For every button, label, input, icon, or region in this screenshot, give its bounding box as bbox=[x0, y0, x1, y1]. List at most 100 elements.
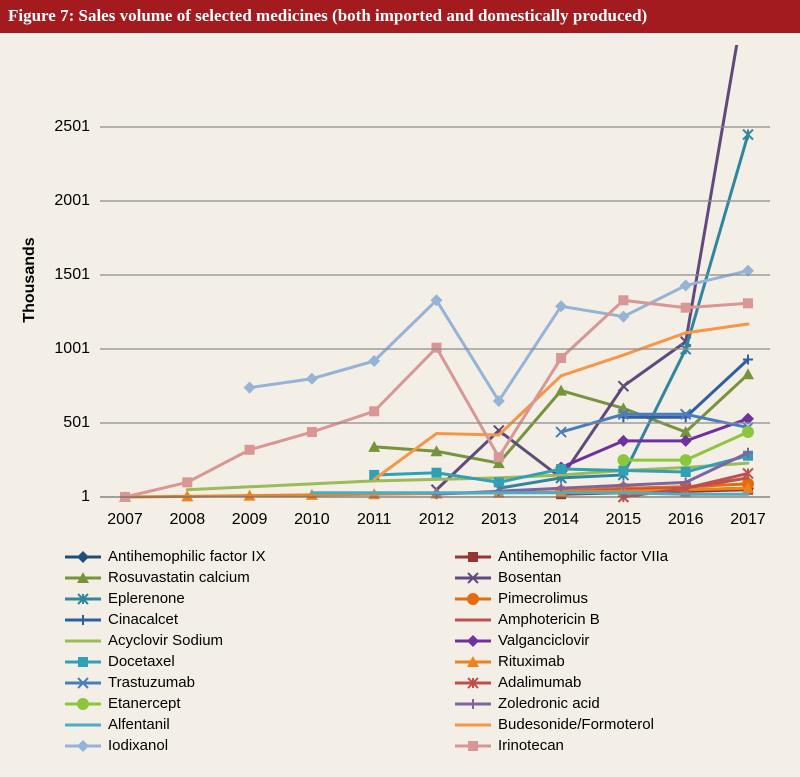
point bbox=[684, 492, 688, 496]
legend-label: Budesonide/Formoterol bbox=[498, 716, 654, 733]
y-tick-label: 1501 bbox=[54, 266, 90, 283]
point bbox=[684, 331, 688, 335]
legend-label: Iodixanol bbox=[108, 737, 168, 754]
marker bbox=[617, 434, 630, 447]
point bbox=[435, 432, 438, 436]
marker bbox=[742, 128, 754, 141]
point bbox=[248, 485, 252, 489]
marker bbox=[617, 380, 630, 392]
legend-label: Docetaxel bbox=[108, 653, 175, 670]
marker bbox=[467, 572, 479, 584]
legend-label: Alfentanil bbox=[108, 716, 170, 733]
x-tick-label: 2011 bbox=[357, 511, 392, 528]
legend-label: Pimecrolimus bbox=[498, 590, 588, 607]
marker bbox=[617, 408, 630, 420]
y-tick-label: 2501 bbox=[54, 118, 90, 135]
marker bbox=[368, 440, 381, 452]
legend-label: Valganciclovir bbox=[498, 632, 589, 649]
marker bbox=[78, 657, 88, 667]
marker bbox=[618, 295, 629, 306]
marker bbox=[77, 572, 89, 583]
legend-label: Acyclovir Sodium bbox=[108, 632, 223, 649]
marker bbox=[743, 298, 753, 309]
point bbox=[746, 322, 750, 326]
marker bbox=[679, 408, 692, 420]
marker bbox=[467, 635, 479, 647]
marker bbox=[742, 412, 754, 425]
x-tick-label: 2012 bbox=[419, 511, 455, 528]
marker bbox=[555, 384, 568, 396]
legend-label: Etanercept bbox=[108, 695, 181, 712]
series-line bbox=[311, 491, 748, 496]
x-tick-label: 2010 bbox=[294, 511, 330, 528]
marker bbox=[742, 264, 754, 277]
point bbox=[435, 491, 438, 495]
point bbox=[559, 491, 563, 495]
legend-label: Irinotecan bbox=[498, 737, 564, 754]
legend-label: Zoledronic acid bbox=[498, 695, 600, 712]
marker bbox=[679, 426, 692, 438]
marker bbox=[368, 354, 381, 367]
marker bbox=[244, 444, 255, 455]
x-tick-label: 2007 bbox=[107, 511, 143, 528]
point bbox=[497, 491, 501, 495]
legend-label: Antihemophilic factor VIIa bbox=[498, 548, 669, 565]
y-tick-label: 1001 bbox=[54, 340, 90, 357]
marker bbox=[743, 354, 753, 365]
marker bbox=[467, 677, 479, 689]
marker bbox=[555, 426, 567, 438]
marker bbox=[182, 477, 193, 488]
legend-label: Adalimumab bbox=[498, 674, 581, 691]
legend-label: Amphotericin B bbox=[498, 611, 600, 628]
series-line bbox=[560, 417, 749, 469]
legend-label: Cinacalcet bbox=[108, 611, 179, 628]
marker bbox=[77, 677, 89, 689]
point bbox=[310, 491, 314, 495]
marker bbox=[369, 406, 380, 417]
marker bbox=[431, 342, 442, 353]
point bbox=[559, 374, 563, 378]
x-tick-label: 2017 bbox=[730, 511, 766, 528]
marker bbox=[679, 279, 692, 292]
marker bbox=[493, 452, 504, 463]
point bbox=[310, 482, 314, 486]
marker bbox=[556, 353, 567, 364]
marker bbox=[618, 480, 629, 491]
marker bbox=[468, 699, 478, 709]
marker bbox=[468, 741, 478, 751]
point bbox=[435, 477, 438, 481]
series-line bbox=[124, 298, 749, 499]
marker bbox=[369, 469, 380, 480]
marker bbox=[492, 457, 505, 469]
marker bbox=[77, 740, 89, 752]
marker bbox=[555, 300, 568, 313]
point bbox=[621, 491, 625, 495]
point bbox=[372, 477, 376, 481]
marker bbox=[243, 489, 256, 501]
title-bar bbox=[0, 0, 800, 33]
marker bbox=[680, 466, 691, 477]
point bbox=[746, 461, 750, 465]
legend-label: Bosentan bbox=[498, 569, 561, 586]
marker bbox=[467, 656, 479, 667]
marker bbox=[77, 551, 89, 563]
point bbox=[497, 433, 501, 437]
x-tick-label: 2013 bbox=[481, 511, 517, 528]
marker bbox=[430, 294, 443, 307]
legend-label: Trastuzumab bbox=[108, 674, 195, 691]
marker bbox=[742, 467, 754, 480]
x-tick-label: 2014 bbox=[543, 511, 579, 528]
marker bbox=[679, 454, 692, 467]
marker bbox=[78, 615, 88, 625]
chart-title: Figure 7: Sales volume of selected medic… bbox=[8, 6, 647, 25]
marker bbox=[468, 552, 478, 562]
y-tick-label: 2001 bbox=[54, 192, 90, 209]
marker bbox=[181, 490, 194, 502]
point bbox=[185, 488, 189, 492]
marker bbox=[617, 310, 630, 323]
marker bbox=[742, 426, 754, 439]
series-line bbox=[623, 358, 750, 419]
marker bbox=[306, 427, 317, 438]
marker bbox=[493, 477, 504, 488]
legend-label: Eplerenone bbox=[108, 590, 185, 607]
